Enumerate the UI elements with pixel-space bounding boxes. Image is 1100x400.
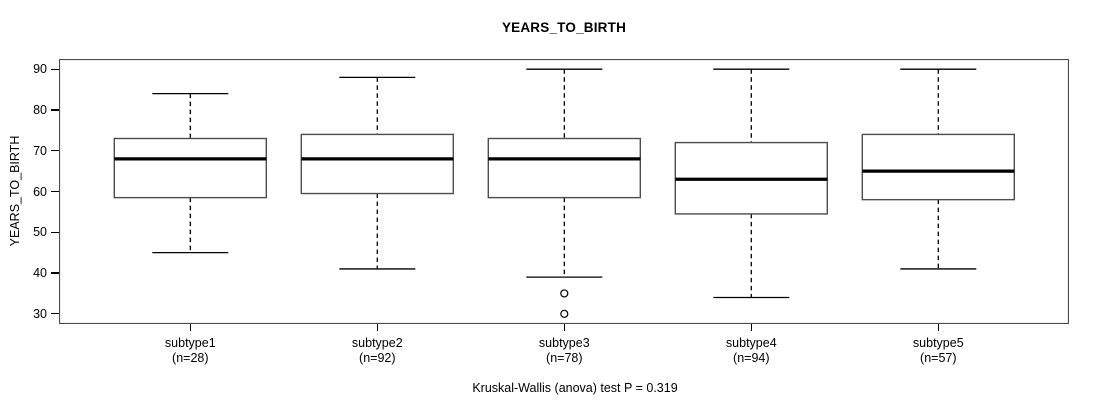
y-tick-label: 30 bbox=[33, 306, 47, 321]
iqr-box bbox=[113, 137, 267, 199]
chart-title: YEARS_TO_BIRTH bbox=[501, 20, 627, 35]
y-tick-mark bbox=[51, 313, 59, 315]
group-n: (n=78) bbox=[546, 350, 583, 365]
group-n: (n=94) bbox=[733, 350, 770, 365]
y-tick-mark bbox=[51, 190, 59, 193]
y-tick-mark bbox=[51, 231, 59, 233]
annotation-pvalue: Kruskal-Wallis (anova) test P = 0.319 bbox=[472, 381, 678, 395]
group-label: subtype1 (n=28) bbox=[115, 336, 265, 365]
group-name: subtype2 bbox=[351, 336, 403, 350]
y-tick-label: 40 bbox=[33, 266, 47, 281]
group-label: subtype4 (n=94) bbox=[676, 336, 826, 365]
group-name: subtype4 bbox=[725, 336, 777, 350]
y-tick-mark bbox=[51, 150, 59, 152]
group-label: subtype3 (n=78) bbox=[489, 336, 639, 365]
x-tick-mark bbox=[563, 324, 565, 331]
outlier-point bbox=[560, 309, 569, 318]
iqr-box bbox=[487, 137, 642, 199]
iqr-box bbox=[861, 133, 1016, 201]
outlier-point bbox=[560, 289, 569, 298]
x-tick-mark bbox=[189, 324, 191, 331]
y-tick-mark bbox=[51, 68, 59, 70]
y-tick-label: 80 bbox=[33, 102, 47, 117]
y-tick-mark bbox=[51, 272, 59, 274]
x-tick-mark bbox=[376, 324, 378, 331]
group-label: subtype2 (n=92) bbox=[302, 336, 452, 365]
plot-frame bbox=[59, 59, 1069, 324]
y-tick-mark bbox=[51, 109, 59, 111]
group-n: (n=92) bbox=[359, 350, 396, 365]
plot-area bbox=[59, 59, 1069, 324]
x-tick-mark bbox=[937, 324, 939, 331]
group-label: subtype5 (n=57) bbox=[863, 336, 1013, 365]
x-tick-mark bbox=[750, 324, 752, 331]
y-tick-label: 70 bbox=[33, 143, 47, 158]
group-n: (n=57) bbox=[920, 350, 957, 365]
y-tick-label: 60 bbox=[33, 184, 47, 199]
group-n: (n=28) bbox=[172, 350, 209, 365]
iqr-box bbox=[300, 133, 455, 195]
y-tick-label: 50 bbox=[33, 225, 47, 240]
y-tick-label: 90 bbox=[33, 62, 47, 77]
boxplot-svg bbox=[59, 59, 1069, 324]
group-name: subtype5 bbox=[912, 336, 964, 350]
group-name: subtype3 bbox=[538, 336, 590, 350]
group-name: subtype1 bbox=[164, 336, 216, 350]
